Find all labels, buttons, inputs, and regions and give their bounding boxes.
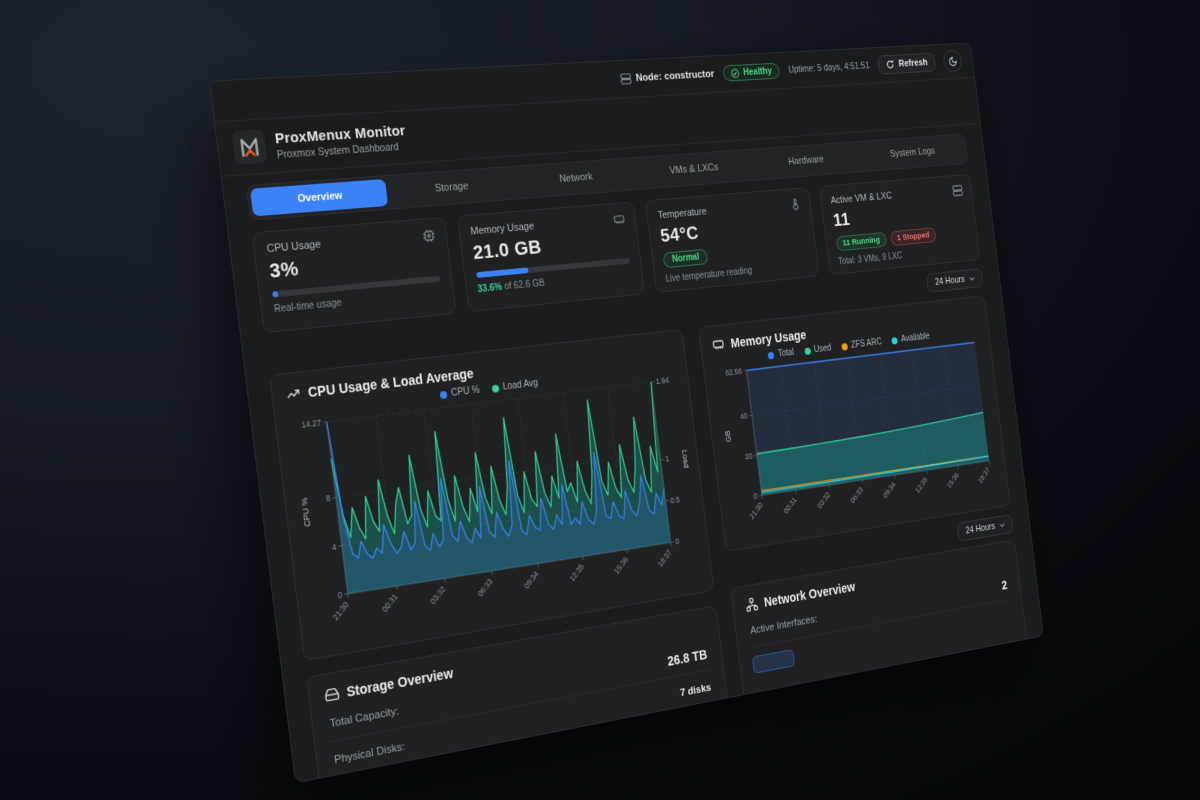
node-indicator: Node: constructor <box>619 68 715 86</box>
memory-time-range-select[interactable]: 24 Hours <box>956 513 1014 542</box>
svg-text:20: 20 <box>745 451 754 461</box>
tab-storage[interactable]: Storage <box>434 180 470 195</box>
svg-text:40: 40 <box>740 411 749 421</box>
health-status-badge: Healthy <box>722 62 781 82</box>
tab-hardware[interactable]: Hardware <box>787 154 825 168</box>
dashboard-window: Node: constructor Healthy Uptime: 5 days… <box>208 42 1044 784</box>
server-stack-icon <box>952 184 964 198</box>
header-titles: ProxMenux Monitor Proxmox System Dashboa… <box>274 122 408 160</box>
refresh-label: Refresh <box>898 57 929 70</box>
svg-text:21:30: 21:30 <box>748 500 765 521</box>
proxmenux-logo <box>231 129 268 165</box>
svg-text:00:31: 00:31 <box>380 591 400 614</box>
svg-text:09:34: 09:34 <box>881 480 897 500</box>
time-range-value: 24 Hours <box>934 274 966 288</box>
svg-text:0.5: 0.5 <box>670 494 681 505</box>
tab-system-logs[interactable]: System Logs <box>889 145 936 160</box>
network-interfaces-label: Active Interfaces: <box>749 613 818 637</box>
svg-text:21:30: 21:30 <box>330 599 350 622</box>
memory-icon <box>711 337 725 353</box>
memory-caption-rest: of 62.6 GB <box>501 278 546 293</box>
hard-drive-icon <box>324 685 341 703</box>
cpu-icon <box>421 228 436 243</box>
svg-text:18:37: 18:37 <box>656 547 674 568</box>
storage-disks-label: Physical Disks: <box>333 741 406 767</box>
refresh-button[interactable]: Refresh <box>876 52 937 75</box>
svg-text:06:33: 06:33 <box>849 485 865 505</box>
network-icon <box>745 596 759 613</box>
vm-stopped-badge: 1 Stopped <box>889 227 937 247</box>
left-column: CPU Usage & Load Average CPU % Load Avg 2… <box>268 328 734 784</box>
svg-text:1.94: 1.94 <box>655 375 670 386</box>
svg-text:14.27: 14.27 <box>301 417 322 430</box>
cpu-load-chart: 21:30 00:31 03:32 06:33 09:34 12:35 15:36 18:37… <box>299 375 691 622</box>
active-vm-lxc-card: Active VM & LXC 11 11 Running 1 Stopped … <box>818 173 981 276</box>
chevron-down-icon <box>999 521 1006 530</box>
svg-text:Load: Load <box>680 449 690 468</box>
svg-text:18:37: 18:37 <box>976 465 991 485</box>
svg-text:12:35: 12:35 <box>914 475 930 495</box>
svg-text:0: 0 <box>675 536 680 546</box>
chevron-down-icon <box>968 274 975 282</box>
svg-text:4: 4 <box>331 541 337 552</box>
svg-text:GB: GB <box>723 430 732 443</box>
svg-text:15:36: 15:36 <box>945 470 960 490</box>
svg-text:8: 8 <box>325 493 331 504</box>
temperature-status-badge: Normal <box>662 248 709 269</box>
svg-text:15:36: 15:36 <box>612 554 630 576</box>
thermometer-icon <box>789 197 802 211</box>
svg-text:09:34: 09:34 <box>522 569 541 591</box>
time-range-select[interactable]: 24 Hours <box>926 268 984 293</box>
storage-capacity-label: Total Capacity: <box>329 705 400 731</box>
health-label: Healthy <box>742 65 773 78</box>
memory-icon <box>612 212 626 227</box>
svg-text:00:31: 00:31 <box>782 495 799 516</box>
svg-text:0: 0 <box>337 590 343 601</box>
memory-chart-card: Memory Usage Total Used ZFS ARC Available 2… <box>697 295 1011 553</box>
svg-text:03:32: 03:32 <box>816 490 832 510</box>
temperature-card: Temperature 54°C Normal Live temperature… <box>644 186 820 293</box>
svg-text:0: 0 <box>753 491 758 501</box>
svg-text:06:33: 06:33 <box>476 576 495 598</box>
right-column: Memory Usage Total Used ZFS ARC Available 2… <box>697 295 1029 706</box>
svg-text:1: 1 <box>665 454 670 464</box>
storage-capacity-value: 26.8 TB <box>666 646 708 669</box>
svg-text:CPU %: CPU % <box>299 497 312 528</box>
server-icon <box>619 72 632 85</box>
trending-up-icon <box>285 385 302 402</box>
content-columns: CPU Usage & Load Average CPU % Load Avg 2… <box>268 295 1033 784</box>
storage-disks-value: 7 disks <box>679 682 712 700</box>
memory-caption-percent: 33.6% <box>477 282 503 295</box>
check-circle-icon <box>730 68 740 78</box>
tab-overview[interactable]: Overview <box>249 178 389 217</box>
cpu-usage-card: CPU Usage 3% Real-time usage <box>251 216 457 334</box>
cpu-load-chart-card: CPU Usage & Load Average CPU % Load Avg 2… <box>268 328 715 662</box>
svg-text:03:32: 03:32 <box>428 584 447 607</box>
main-content: Overview Storage Network VMs & LXCs Hard… <box>222 124 1044 784</box>
network-interfaces-value: 2 <box>1000 577 1008 593</box>
memory-chart: 21:30 00:31 03:32 06:33 09:34 12:35 15:36 18:37… <box>723 337 999 521</box>
tab-network[interactable]: Network <box>558 171 594 185</box>
refresh-icon <box>885 59 895 70</box>
moon-icon <box>947 55 957 66</box>
svg-text:62.56: 62.56 <box>725 366 743 377</box>
tab-vms-lxcs[interactable]: VMs & LXCs <box>668 161 719 177</box>
uptime-text: Uptime: 5 days, 4:51:51 <box>787 60 871 76</box>
interface-badge <box>751 648 796 674</box>
memory-progress-fill <box>475 267 530 279</box>
svg-text:12:35: 12:35 <box>567 561 585 583</box>
memory-usage-card: Memory Usage 21.0 GB 33.6% of 62.6 GB <box>456 201 646 313</box>
memory-time-range-value: 24 Hours <box>964 521 996 537</box>
cpu-progress-fill <box>272 291 278 298</box>
vm-running-badge: 11 Running <box>835 231 888 252</box>
node-label: Node: constructor <box>635 68 715 84</box>
theme-toggle-button[interactable] <box>942 49 963 73</box>
